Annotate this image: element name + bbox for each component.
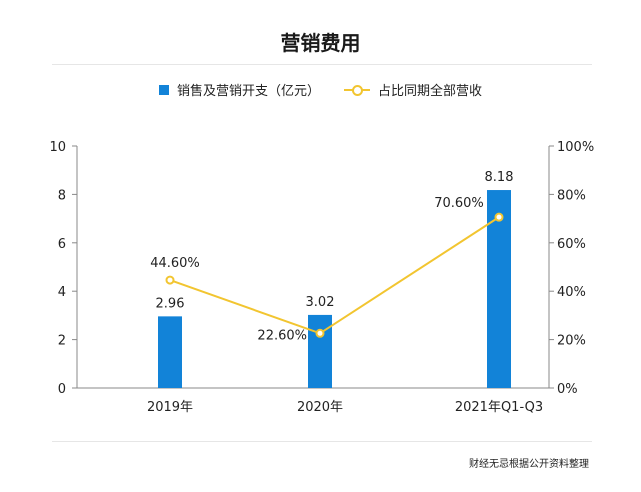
y-right-tick-label: 80%: [557, 188, 586, 203]
bar: [158, 316, 182, 388]
title-divider: [52, 64, 592, 65]
x-tick-label: 2020年: [297, 400, 343, 415]
y-right-tick-label: 0%: [557, 382, 578, 397]
y-right-tick-label: 100%: [557, 140, 594, 155]
x-tick-label: 2021年Q1-Q3: [455, 400, 543, 415]
x-tick-label: 2019年: [147, 400, 193, 415]
y-right-tick-label: 20%: [557, 334, 586, 349]
line-value-label: 22.60%: [257, 328, 307, 343]
line-series: [169, 216, 500, 335]
bar-value-label: 8.18: [485, 170, 514, 185]
source-note: 财经无忌根据公开资料整理: [469, 459, 589, 470]
y-left-tick-label: 4: [58, 285, 66, 300]
line-point: [165, 275, 175, 285]
legend-item-bar: 销售及营销开支（亿元）: [158, 80, 320, 99]
y-left-tick-label: 8: [58, 188, 66, 203]
legend-swatch-line: [344, 84, 370, 96]
y-left-tick-label: 2: [58, 334, 66, 349]
legend: 销售及营销开支（亿元） 占比同期全部营收: [0, 80, 641, 99]
y-right-tick-label: 60%: [557, 237, 586, 252]
legend-label-line: 占比同期全部营收: [378, 84, 483, 99]
legend-swatch-bar: [158, 84, 169, 95]
footer-divider: [52, 441, 592, 442]
bar-value-label: 2.96: [156, 296, 185, 311]
y-left-tick-label: 0: [58, 382, 66, 397]
y-left-tick-label: 6: [58, 237, 66, 252]
chart-title: 营销费用: [280, 31, 361, 55]
line-point: [315, 328, 325, 338]
legend-label-bar: 销售及营销开支（亿元）: [176, 84, 320, 99]
y-right-tick-label: 40%: [557, 285, 586, 300]
y-left-tick-label: 10: [49, 140, 66, 155]
line-point: [494, 212, 504, 222]
line-value-label: 44.60%: [150, 256, 200, 271]
bar-value-label: 3.02: [306, 295, 335, 310]
legend-item-line: 占比同期全部营收: [344, 80, 482, 99]
line-value-label: 70.60%: [434, 196, 484, 211]
bar: [308, 314, 332, 388]
